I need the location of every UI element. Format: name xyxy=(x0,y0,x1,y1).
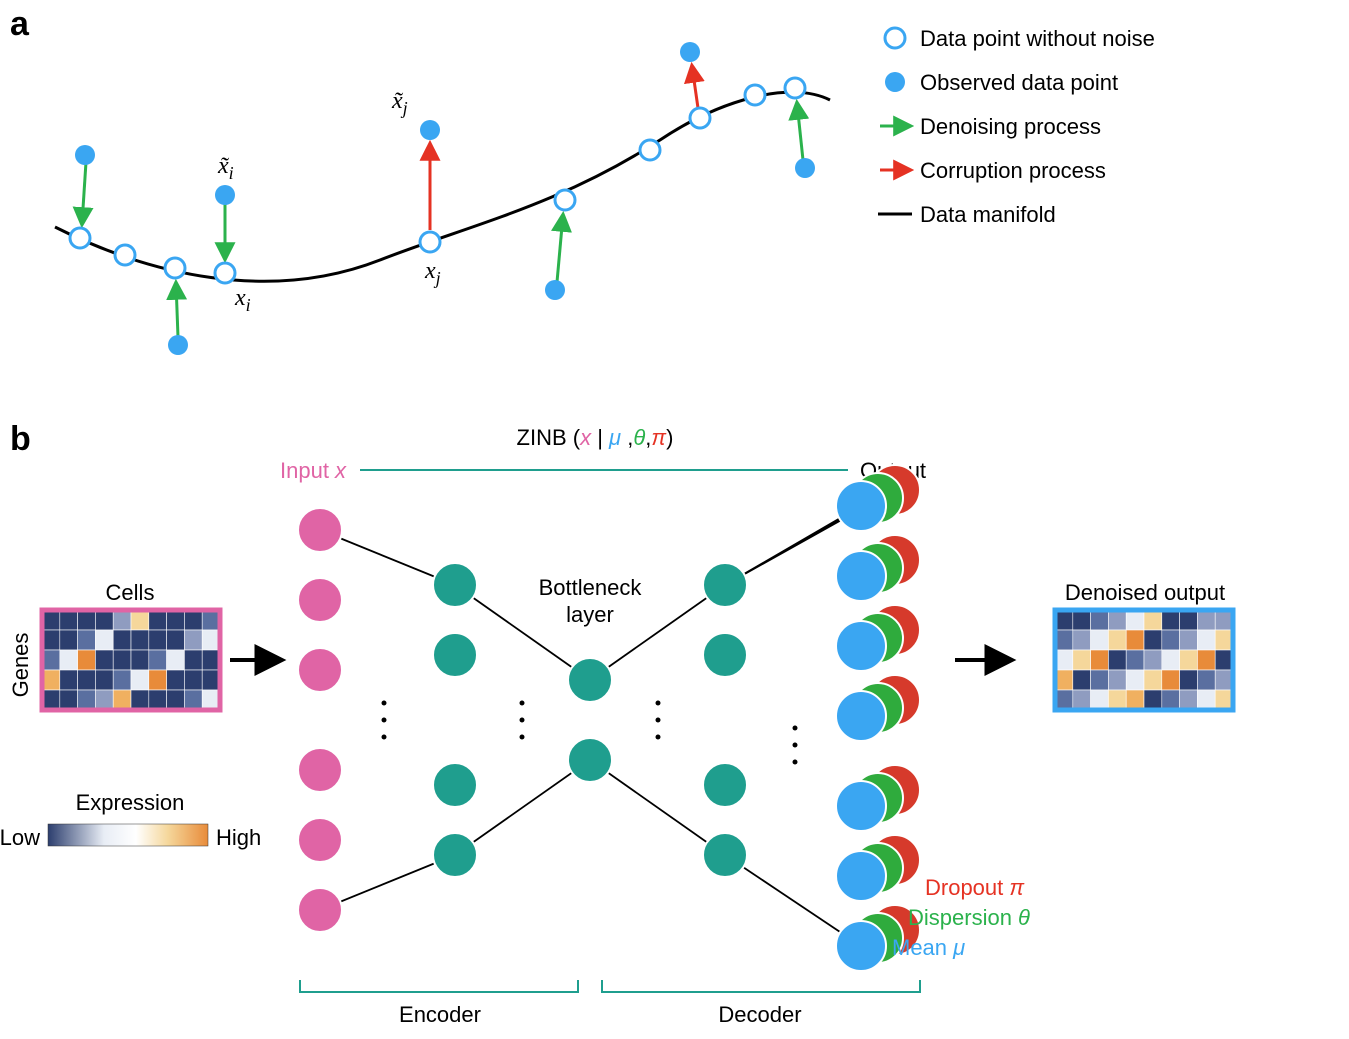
observed-points xyxy=(75,42,815,355)
dropout-label: Dropout π xyxy=(925,875,1025,900)
legend-open-circle-icon xyxy=(885,28,905,48)
legend-open-circle-text: Data point without noise xyxy=(920,26,1155,51)
label-xi: xi xyxy=(234,285,251,315)
mean-label: Mean μ xyxy=(892,935,965,960)
expression-colorbar xyxy=(48,824,208,846)
legend-filled-circle-icon xyxy=(885,72,905,92)
legend-red-arrow-text: Corruption process xyxy=(920,158,1106,183)
encoder-bracket xyxy=(300,980,578,992)
input-heatmap xyxy=(42,610,220,710)
high-label: High xyxy=(216,825,261,850)
bottleneck-label-1: Bottleneck xyxy=(539,575,643,600)
legend-green-arrow-text: Denoising process xyxy=(920,114,1101,139)
noiseless-points xyxy=(70,78,805,283)
label-xi-tilde: x̃i xyxy=(217,153,234,183)
network-nodes xyxy=(298,465,920,971)
decoder-label: Decoder xyxy=(718,1002,801,1027)
network-edges xyxy=(320,490,895,946)
label-xj: xj xyxy=(424,258,441,288)
expression-label: Expression xyxy=(76,790,185,815)
input-label: Input x xyxy=(280,458,347,483)
low-label: Low xyxy=(0,825,40,850)
encoder-label: Encoder xyxy=(399,1002,481,1027)
label-xj-tilde: x̃j xyxy=(391,88,408,118)
decoder-bracket xyxy=(602,980,920,992)
panel-b-label: b xyxy=(10,420,31,458)
legend-line-text: Data manifold xyxy=(920,202,1056,227)
figure-svg: a x̃i xi x̃j xj Data point without noise… xyxy=(0,0,1349,1039)
denoised-output-label: Denoised output xyxy=(1065,580,1225,605)
panel-a-label: a xyxy=(10,5,30,43)
zinb-title: ZINB (x | μ ,θ,π) xyxy=(517,425,674,450)
cells-label: Cells xyxy=(106,580,155,605)
dispersion-label: Dispersion θ xyxy=(908,905,1030,930)
data-manifold-curve xyxy=(55,92,830,281)
bottleneck-label-2: layer xyxy=(566,602,614,627)
panel-a-legend: Data point without noise Observed data p… xyxy=(878,26,1155,227)
legend-filled-circle-text: Observed data point xyxy=(920,70,1118,95)
denoising-arrows xyxy=(82,103,803,337)
output-heatmap xyxy=(1055,610,1233,710)
genes-label: Genes xyxy=(8,633,33,698)
